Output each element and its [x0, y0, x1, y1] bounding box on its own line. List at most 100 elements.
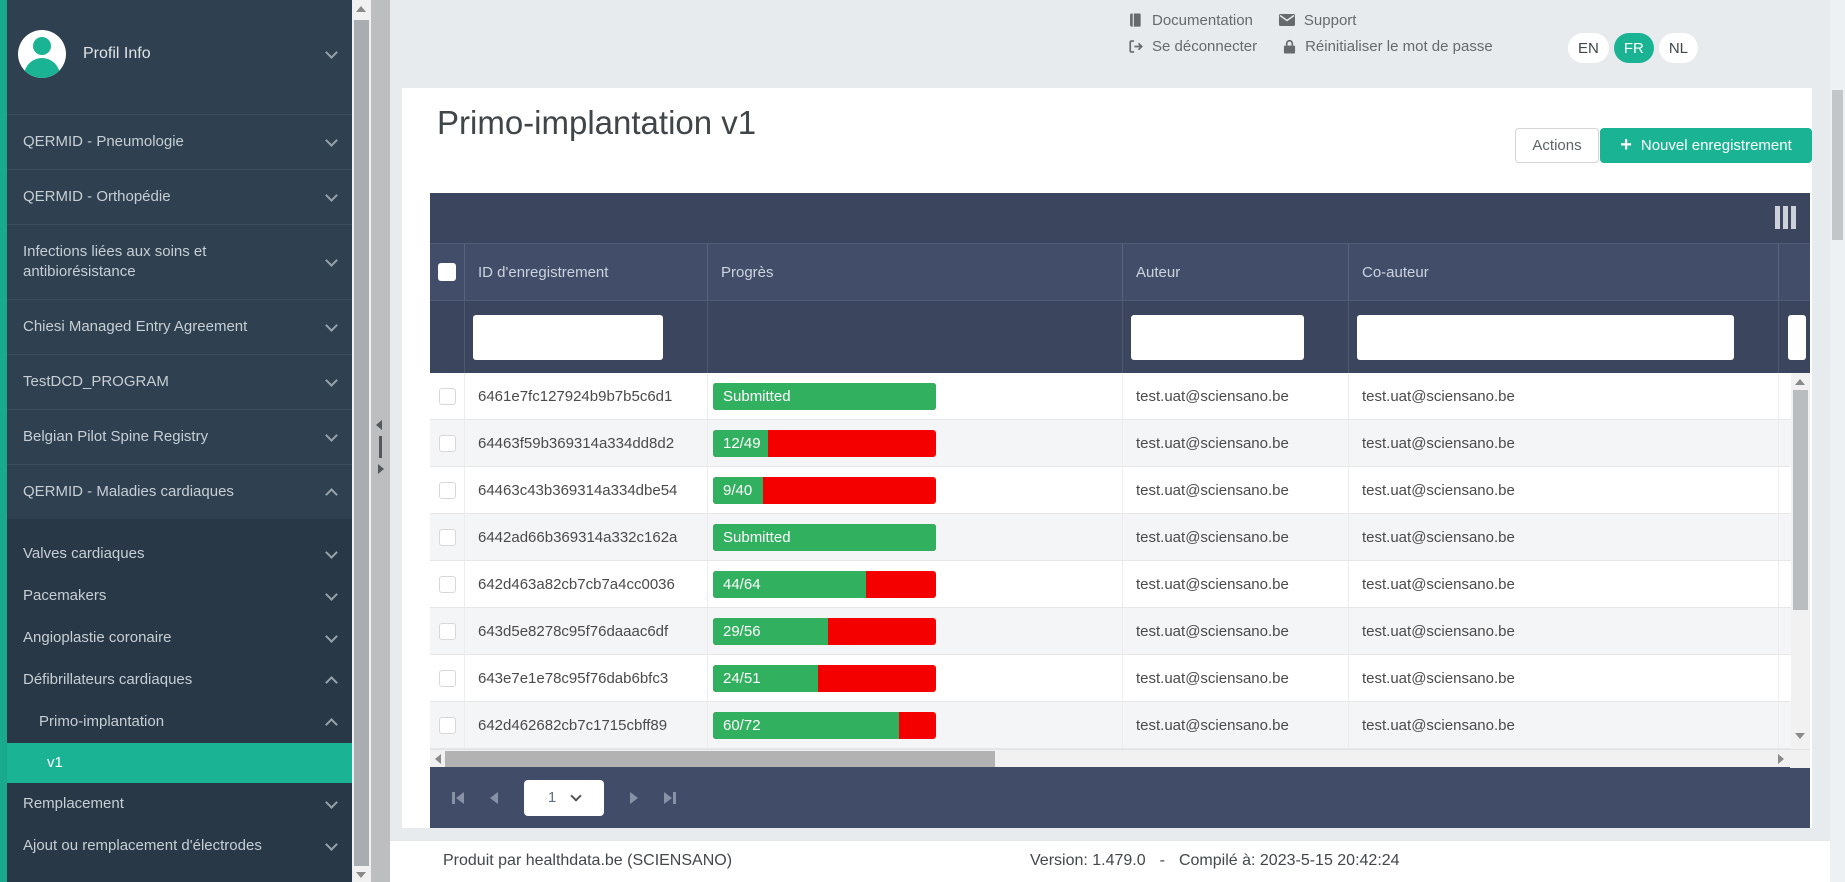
progress-label: Submitted: [723, 528, 791, 546]
reset-password-link[interactable]: Réinitialiser le mot de passe: [1283, 38, 1493, 55]
coauthor-cell: test.uat@sciensano.be: [1348, 561, 1778, 607]
support-link[interactable]: Support: [1278, 12, 1356, 29]
scroll-up-icon[interactable]: [1795, 379, 1805, 385]
row-checkbox[interactable]: [438, 434, 456, 452]
coauthor-cell: test.uat@sciensano.be: [1348, 467, 1778, 513]
column-header-coauthor[interactable]: Co-auteur: [1348, 244, 1778, 300]
row-checkbox[interactable]: [438, 528, 456, 546]
collapse-left-icon[interactable]: [376, 420, 382, 430]
sidebar-item-pacemakers[interactable]: Pacemakers: [7, 575, 352, 617]
lang-fr-button[interactable]: FR: [1613, 33, 1654, 63]
splitter[interactable]: [371, 0, 390, 882]
sidebar-item-chiesi[interactable]: Chiesi Managed Entry Agreement: [7, 299, 352, 354]
sidebar-item-qermid-orthopedie[interactable]: QERMID - Orthopédie: [7, 169, 352, 224]
splitter-handle[interactable]: [379, 436, 382, 458]
profile-menu[interactable]: Profil Info: [7, 0, 352, 114]
row-checkbox[interactable]: [438, 669, 456, 687]
scroll-left-icon[interactable]: [435, 754, 441, 764]
row-checkbox[interactable]: [438, 575, 456, 593]
sidebar-item-testdcd[interactable]: TestDCD_PROGRAM: [7, 354, 352, 409]
table-row[interactable]: 643d5e8278c95f76daaac6df 29/56 test.uat@…: [430, 608, 1810, 655]
row-checkbox[interactable]: [438, 716, 456, 734]
new-record-button[interactable]: + Nouvel enregistrement: [1600, 128, 1812, 163]
coauthor-filter-input[interactable]: [1357, 314, 1734, 360]
column-header-progress[interactable]: Progrès: [707, 244, 1122, 300]
filter-cell-author: [1122, 301, 1348, 373]
actions-button[interactable]: Actions: [1515, 128, 1599, 163]
progress-label: 44/64: [723, 575, 761, 593]
filter-cell-id: [464, 301, 707, 373]
scroll-down-icon[interactable]: [1795, 733, 1805, 739]
chevron-down-icon: [325, 837, 338, 851]
logout-link[interactable]: Se déconnecter: [1128, 38, 1257, 55]
table-row[interactable]: 64463c43b369314a334dbe54 9/40 test.uat@s…: [430, 467, 1810, 514]
sidebar-item-label: Pacemakers: [23, 587, 107, 604]
table-row[interactable]: 642d462682cb7c1715cbff89 60/72 test.uat@…: [430, 702, 1810, 749]
table-row[interactable]: 643e7e1e78c95f76dab6bfc3 24/51 test.uat@…: [430, 655, 1810, 702]
vertical-scrollbar-thumb[interactable]: [1793, 390, 1808, 610]
partial-filter-input[interactable]: [1788, 314, 1806, 360]
sidebar-item-remplacement[interactable]: Remplacement: [7, 783, 352, 825]
window-scrollbar[interactable]: [1830, 0, 1845, 882]
chevron-up-icon: [325, 487, 338, 501]
scroll-up-icon[interactable]: [356, 6, 366, 12]
row-checkbox[interactable]: [438, 387, 456, 405]
table-row[interactable]: 6461e7fc127924b9b7b5c6d1 Submitted test.…: [430, 373, 1810, 420]
columns-icon[interactable]: [1775, 206, 1796, 229]
sidebar-item-infections[interactable]: Infections liées aux soins et antibiorés…: [7, 224, 352, 299]
sidebar-item-belgian-spine[interactable]: Belgian Pilot Spine Registry: [7, 409, 352, 464]
column-header-id[interactable]: ID d'enregistrement: [464, 244, 707, 300]
sidebar-item-ajout-electrodes[interactable]: Ajout ou remplacement d'électrodes: [7, 825, 352, 867]
lang-en-button[interactable]: EN: [1568, 33, 1609, 63]
collapse-right-icon[interactable]: [378, 464, 384, 474]
sidebar-item-label: v1: [47, 754, 63, 771]
sidebar-item-label: Valves cardiaques: [23, 545, 145, 562]
column-header-author[interactable]: Auteur: [1122, 244, 1348, 300]
sidebar-item-valves[interactable]: Valves cardiaques: [7, 533, 352, 575]
horizontal-scrollbar[interactable]: [430, 749, 1810, 768]
progress-bar: 24/51: [713, 664, 936, 692]
first-page-button[interactable]: [452, 791, 464, 804]
row-checkbox[interactable]: [438, 481, 456, 499]
compiled-value: Compilé à: 2023-5-15 20:42:24: [1178, 852, 1400, 869]
sidebar-item-qermid-cardiaques[interactable]: QERMID - Maladies cardiaques: [7, 464, 352, 519]
partial-cell: [1778, 561, 1810, 607]
record-id-cell: 642d463a82cb7cb7a4cc0036: [464, 561, 707, 607]
partial-cell: [1778, 514, 1810, 560]
sidebar-item-defibrillateurs[interactable]: Défibrillateurs cardiaques: [7, 659, 352, 701]
table-row[interactable]: 642d463a82cb7cb7a4cc0036 44/64 test.uat@…: [430, 561, 1810, 608]
author-cell: test.uat@sciensano.be: [1122, 467, 1348, 513]
vertical-scrollbar[interactable]: [1791, 373, 1810, 749]
sidebar-item-angioplastie[interactable]: Angioplastie coronaire: [7, 617, 352, 659]
documentation-link[interactable]: Documentation: [1128, 12, 1253, 29]
page-select[interactable]: 1: [524, 779, 604, 816]
lang-nl-button[interactable]: NL: [1658, 33, 1699, 63]
author-filter-input[interactable]: [1131, 314, 1304, 360]
partial-cell: [1778, 467, 1810, 513]
prev-page-button[interactable]: [490, 791, 498, 804]
last-page-button[interactable]: [664, 791, 676, 804]
sidebar-item-qermid-pneumologie[interactable]: QERMID - Pneumologie: [7, 114, 352, 169]
sidebar-scrollbar[interactable]: [352, 0, 371, 882]
scroll-right-icon[interactable]: [1778, 754, 1784, 764]
author-cell: test.uat@sciensano.be: [1122, 702, 1348, 748]
table-row[interactable]: 6442ad66b369314a332c162a Submitted test.…: [430, 514, 1810, 561]
scroll-down-icon[interactable]: [356, 872, 366, 878]
author-cell: test.uat@sciensano.be: [1122, 514, 1348, 560]
sidebar-item-label: QERMID - Pneumologie: [23, 133, 184, 150]
window-scrollbar-thumb[interactable]: [1832, 90, 1843, 240]
horizontal-scrollbar-thumb[interactable]: [445, 751, 995, 767]
id-filter-input[interactable]: [473, 314, 663, 360]
coauthor-cell: test.uat@sciensano.be: [1348, 608, 1778, 654]
filter-cell-empty: [430, 301, 464, 373]
chevron-down-icon: [325, 428, 338, 442]
select-all-cell: [430, 244, 464, 300]
select-all-checkbox[interactable]: [438, 263, 456, 281]
sidebar-item-primo-implantation[interactable]: Primo-implantation: [7, 701, 352, 743]
row-checkbox[interactable]: [438, 622, 456, 640]
next-page-button[interactable]: [630, 791, 638, 804]
sidebar-item-v1-active[interactable]: v1: [7, 743, 352, 783]
sidebar-scrollbar-thumb[interactable]: [354, 20, 369, 866]
coauthor-cell: test.uat@sciensano.be: [1348, 514, 1778, 560]
table-row[interactable]: 64463f59b369314a334dd8d2 12/49 test.uat@…: [430, 420, 1810, 467]
